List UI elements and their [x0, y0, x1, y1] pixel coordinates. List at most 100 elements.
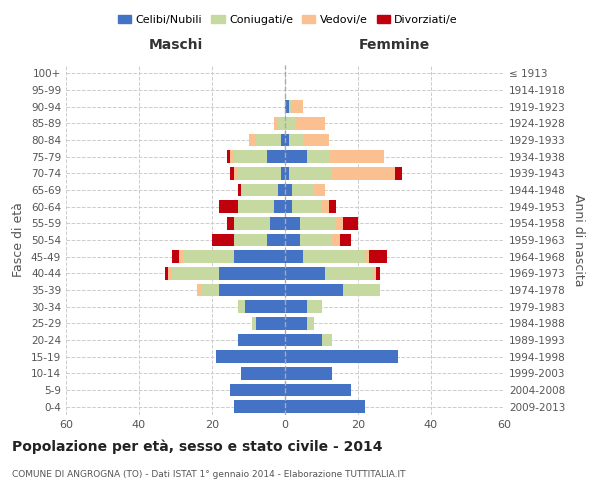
Bar: [281, 167, 285, 179]
Bar: [238, 184, 241, 196]
Bar: [230, 167, 234, 179]
Bar: [220, 267, 285, 280]
Bar: [220, 284, 285, 296]
Bar: [322, 334, 332, 346]
Text: COMUNE DI ANGROGNA (TO) - Dati ISTAT 1° gennaio 2014 - Elaborazione TUTTITALIA.I: COMUNE DI ANGROGNA (TO) - Dati ISTAT 1° …: [12, 470, 406, 479]
Bar: [285, 217, 299, 230]
Bar: [164, 267, 168, 280]
Bar: [285, 284, 343, 296]
Bar: [281, 134, 285, 146]
Bar: [285, 300, 307, 313]
Bar: [285, 267, 325, 280]
Bar: [197, 284, 201, 296]
Bar: [299, 217, 336, 230]
Bar: [285, 134, 289, 146]
Bar: [238, 334, 285, 346]
Bar: [332, 167, 395, 179]
Bar: [278, 184, 285, 196]
Bar: [285, 150, 307, 163]
Bar: [168, 267, 172, 280]
Bar: [307, 300, 322, 313]
Bar: [227, 150, 230, 163]
Bar: [395, 167, 402, 179]
Bar: [285, 350, 398, 363]
Bar: [172, 250, 179, 263]
Bar: [343, 284, 380, 296]
Bar: [296, 117, 325, 130]
Bar: [215, 350, 285, 363]
Bar: [238, 200, 274, 213]
Bar: [179, 250, 183, 263]
Bar: [238, 167, 281, 179]
Bar: [201, 284, 220, 296]
Bar: [234, 400, 285, 413]
Bar: [285, 100, 289, 113]
Bar: [183, 250, 234, 263]
Bar: [285, 117, 296, 130]
Bar: [285, 167, 289, 179]
Bar: [234, 150, 267, 163]
Bar: [227, 217, 234, 230]
Bar: [285, 317, 307, 330]
Bar: [230, 150, 234, 163]
Bar: [212, 234, 234, 246]
Bar: [336, 217, 343, 230]
Bar: [278, 117, 285, 130]
Bar: [234, 217, 271, 230]
Bar: [285, 367, 332, 380]
Bar: [322, 200, 329, 213]
Bar: [220, 200, 238, 213]
Bar: [274, 200, 285, 213]
Y-axis label: Anni di nascita: Anni di nascita: [572, 194, 585, 286]
Bar: [289, 100, 292, 113]
Bar: [248, 134, 256, 146]
Bar: [241, 367, 285, 380]
Bar: [365, 250, 369, 263]
Bar: [314, 184, 325, 196]
Bar: [340, 234, 350, 246]
Bar: [234, 234, 267, 246]
Bar: [285, 384, 350, 396]
Bar: [303, 250, 365, 263]
Bar: [307, 317, 314, 330]
Y-axis label: Fasce di età: Fasce di età: [13, 202, 25, 278]
Bar: [332, 234, 340, 246]
Bar: [285, 200, 292, 213]
Bar: [238, 300, 245, 313]
Bar: [285, 184, 292, 196]
Bar: [325, 267, 373, 280]
Bar: [234, 167, 238, 179]
Text: Popolazione per età, sesso e stato civile - 2014: Popolazione per età, sesso e stato civil…: [12, 440, 383, 454]
Bar: [245, 300, 285, 313]
Bar: [256, 134, 281, 146]
Bar: [267, 150, 285, 163]
Bar: [230, 384, 285, 396]
Bar: [274, 117, 278, 130]
Bar: [234, 250, 285, 263]
Legend: Celibi/Nubili, Coniugati/e, Vedovi/e, Divorziati/e: Celibi/Nubili, Coniugati/e, Vedovi/e, Di…: [113, 10, 463, 29]
Bar: [303, 134, 329, 146]
Text: Femmine: Femmine: [359, 38, 430, 52]
Bar: [256, 317, 285, 330]
Bar: [285, 234, 299, 246]
Bar: [271, 217, 285, 230]
Bar: [376, 267, 380, 280]
Bar: [329, 200, 336, 213]
Text: Maschi: Maschi: [148, 38, 203, 52]
Bar: [292, 200, 322, 213]
Bar: [267, 234, 285, 246]
Bar: [299, 234, 332, 246]
Bar: [343, 217, 358, 230]
Bar: [369, 250, 387, 263]
Bar: [289, 134, 303, 146]
Bar: [285, 334, 322, 346]
Bar: [252, 317, 256, 330]
Bar: [172, 267, 220, 280]
Bar: [373, 267, 376, 280]
Bar: [292, 184, 314, 196]
Bar: [329, 150, 383, 163]
Bar: [307, 150, 329, 163]
Bar: [241, 184, 278, 196]
Bar: [285, 400, 365, 413]
Bar: [289, 167, 332, 179]
